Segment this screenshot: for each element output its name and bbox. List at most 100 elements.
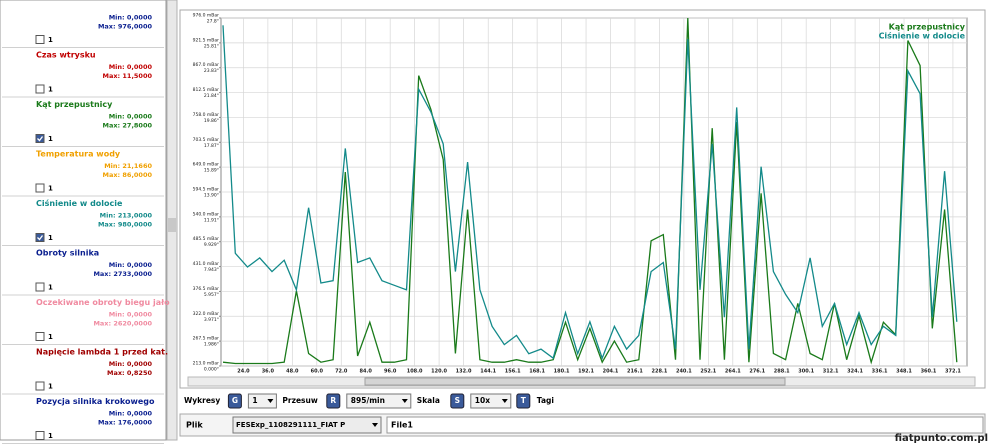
y-tick-label: 921.5 mBar	[193, 37, 220, 43]
x-tick-label: 36.0	[262, 369, 275, 375]
checkbox-label: 1	[48, 432, 53, 440]
series-line	[222, 25, 958, 361]
y2-tick-label: 21.84°	[204, 93, 219, 99]
y-tick-label: 703.5 mBar	[193, 137, 220, 143]
toolbar-dropdown-value: 1	[252, 396, 257, 405]
x-tick-label: 72.0	[335, 369, 348, 375]
x-tick-label: 360.1	[921, 369, 937, 375]
checkbox-label: 1	[48, 185, 53, 193]
x-tick-label: 120.0	[431, 369, 447, 375]
toolbar-label: Wykresy	[184, 396, 220, 405]
checkbox-label: 1	[48, 284, 53, 292]
channel-min: Min: 0,0000	[109, 360, 153, 368]
y-tick-label: 376.5 mBar	[193, 286, 220, 292]
toolbar-dropdown[interactable]	[470, 393, 512, 409]
channel-min: Min: 0,0000	[109, 63, 153, 71]
toolbar-label: Skala	[417, 396, 440, 405]
x-tick-label: 228.1	[652, 369, 668, 375]
channel-checkbox[interactable]	[35, 134, 45, 143]
x-tick-label: 324.1	[847, 369, 863, 375]
x-tick-label: 192.1	[578, 369, 594, 375]
channel-name: Ciśnienie w dolocie	[36, 198, 123, 208]
y-tick-label: 213.0 mBar	[193, 361, 220, 367]
x-tick-label: 300.1	[798, 369, 814, 375]
dropdown-arrow	[372, 423, 378, 427]
toolbar-button-label: T	[521, 396, 527, 405]
x-tick-label: 156.1	[505, 369, 521, 375]
channel-max: Max: 2620,0000	[93, 320, 152, 328]
x-tick-label: 216.1	[627, 369, 643, 375]
channel-checkbox[interactable]	[35, 282, 45, 292]
toolbar-button[interactable]	[227, 393, 242, 409]
channel-checkbox[interactable]	[35, 84, 45, 94]
sidebar	[0, 0, 167, 441]
channel-checkbox[interactable]	[35, 233, 45, 242]
sidebar-scroll-thumb[interactable]	[168, 218, 176, 232]
y-tick-label: 594.5 mBar	[193, 187, 220, 193]
toolbar-button-label: G	[232, 396, 238, 405]
channel-max: Max: 976,0000	[98, 23, 153, 31]
legend-entry: Ciśnienie w dolocie	[879, 31, 966, 41]
channel-checkbox[interactable]	[35, 183, 45, 193]
y-tick-label: 976.0 mBar	[193, 13, 220, 19]
y2-tick-label: 3.971°	[204, 317, 219, 323]
y2-tick-label: 17.87°	[204, 143, 219, 149]
channel-checkbox[interactable]	[35, 332, 45, 341]
channel-name: Temperatura wody	[36, 150, 121, 159]
checkbox-label: 1	[48, 86, 53, 94]
watermark: fiatpunto.com.pl	[895, 433, 988, 444]
checkbox-label: 1	[48, 333, 53, 341]
channel-min: Min: 0,0000	[109, 261, 153, 269]
toolbar-button[interactable]	[450, 393, 465, 409]
x-tick-label: 312.1	[823, 369, 839, 375]
x-tick-label: 132.0	[456, 369, 472, 375]
channel-min: Min: 21,1660	[104, 162, 152, 170]
x-tick-label: 240.1	[676, 369, 692, 375]
toolbar-button[interactable]	[326, 393, 341, 409]
toolbar-dropdown-value: 10x	[475, 396, 490, 405]
y-tick-label: 812.5 mBar	[193, 87, 220, 93]
channel-checkbox[interactable]	[35, 35, 45, 44]
channel-max: Max: 980,0000	[98, 221, 153, 229]
channel-checkbox[interactable]	[35, 381, 45, 391]
x-tick-label: 336.1	[872, 369, 888, 375]
y-tick-label: 758.0 mBar	[193, 112, 220, 118]
toolbar-dropdown[interactable]	[346, 393, 412, 409]
y2-tick-label: 19.86°	[204, 118, 219, 124]
toolbar-dropdown[interactable]	[247, 393, 277, 409]
chart-scroll-thumb[interactable]	[364, 377, 786, 386]
checkmark	[37, 136, 44, 142]
y2-tick-label: 5.957°	[204, 292, 219, 298]
dropdown-arrow	[267, 399, 274, 403]
channel-min: Min: 0,0000	[109, 311, 153, 319]
y2-tick-label: 7.943°	[204, 267, 219, 273]
x-tick-label: 264.1	[725, 369, 741, 375]
x-tick-label: 48.0	[286, 369, 299, 375]
x-tick-label: 84.0	[360, 369, 373, 375]
y-tick-label: 322.0 mBar	[193, 311, 220, 317]
y-tick-label: 649.0 mBar	[193, 162, 220, 168]
checkbox-label: 1	[48, 135, 53, 143]
x-tick-label: 24.0	[237, 369, 250, 375]
channel-name: Oczekiwane obroty biegu jało	[36, 298, 170, 307]
channel-max: Max: 2733,0000	[93, 270, 152, 278]
file-dropdown[interactable]	[232, 416, 382, 434]
toolbar-button[interactable]	[516, 393, 531, 409]
channel-name: Obroty silnika	[36, 249, 99, 258]
x-tick-label: 108.0	[407, 369, 423, 375]
x-tick-label: 60.0	[311, 369, 324, 375]
channel-checkbox[interactable]	[35, 431, 45, 440]
toolbar-dropdown-value: 895/min	[351, 396, 385, 405]
x-tick-label: 348.1	[896, 369, 912, 375]
y-tick-label: 867.0 mBar	[193, 62, 220, 68]
x-tick-label: 168.1	[529, 369, 545, 375]
y2-tick-label: 1.986°	[204, 342, 219, 348]
y-tick-label: 540.0 mBar	[193, 211, 220, 217]
channel-name: Kąt przepustnicy	[36, 100, 113, 109]
x-tick-label: 180.1	[554, 369, 570, 375]
checkmark	[37, 235, 44, 241]
dropdown-arrow	[501, 399, 508, 403]
x-tick-label: 252.1	[700, 369, 716, 375]
y2-tick-label: 27.8°	[207, 19, 219, 25]
